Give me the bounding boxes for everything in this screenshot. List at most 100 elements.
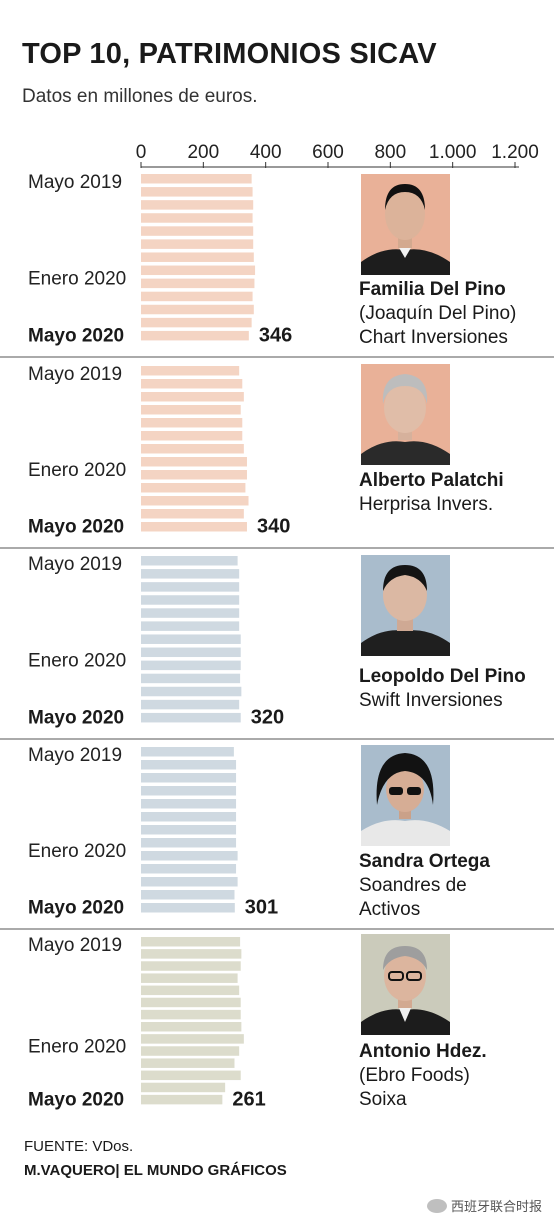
month-label: Enero 2020 [28,841,126,862]
bar-value-label: 340 [257,516,290,538]
bar [141,1082,226,1093]
bar [141,760,237,770]
bar [141,1022,242,1032]
month-label: Mayo 2019 [28,935,122,956]
bar [141,660,241,671]
person-detail: (Joaquín Del Pino) [359,303,517,324]
bar [141,522,247,532]
person-name: Leopoldo Del Pino [359,666,526,687]
bar [141,712,241,723]
chart-title: TOP 10, PATRIMONIOS SICAV [22,38,437,70]
person-label-2: Alberto Palatchi Herprisa Invers. [359,469,504,517]
x-tick-label: 800 [374,142,406,163]
person-detail: Herprisa Invers. [359,494,494,515]
bar [141,608,240,618]
month-label: Mayo 2019 [28,172,122,193]
bar [141,864,237,874]
bar [141,799,237,809]
bar [141,200,254,210]
bar [141,773,237,783]
bar [141,187,253,197]
month-label: Enero 2020 [28,651,126,672]
watermark-text: 西班牙联合时报 [450,1199,542,1214]
bar [141,1046,240,1056]
person-detail: Activos [359,899,421,920]
bar [141,1058,235,1068]
bar [141,174,252,184]
bar-value-label: 320 [251,706,284,728]
bar [141,470,247,480]
bar [141,496,249,506]
month-label: Enero 2020 [28,460,126,481]
bar [141,379,243,389]
bar [141,582,240,592]
bar [141,291,253,302]
bar [141,304,254,315]
credit-note: M.VAQUERO| EL MUNDO GRÁFICOS [24,1162,287,1179]
bar [141,985,240,996]
bar [141,595,240,605]
bar [141,686,242,697]
person-detail: Swift Inversiones [359,690,503,711]
month-label: Mayo 2020 [28,517,124,538]
bar [141,213,253,223]
person-name: Sandra Ortega [359,851,490,872]
bar [141,903,235,913]
bar [141,997,241,1008]
bar-value-label: 261 [232,1088,265,1110]
x-tick-label: 600 [312,142,344,163]
month-label: Mayo 2019 [28,364,122,385]
x-tick-label: 0 [136,142,147,163]
bar [141,457,247,467]
bar-value-label: 346 [259,324,292,346]
month-label: Enero 2020 [28,269,126,290]
bar [141,747,234,757]
source-note: FUENTE: VDos. [24,1138,134,1155]
bar [141,278,255,289]
portrait-photo-4 [361,745,450,846]
bar [141,634,241,644]
person-label-4: Sandra Ortega Soandres de Activos [359,850,490,922]
month-label: Mayo 2020 [28,1089,124,1110]
person-detail: Soixa [359,1089,407,1110]
bar [141,699,240,710]
bar [141,366,240,376]
bar [141,825,237,835]
bar [141,1094,223,1105]
bar [141,483,246,493]
month-label: Enero 2020 [28,1036,126,1057]
month-label: Mayo 2019 [28,745,122,766]
bar [141,961,241,971]
bar [141,621,240,631]
person-label-5: Antonio Hdez. (Ebro Foods) Soixa [359,1040,487,1112]
bar [141,405,241,415]
portrait-photo-2 [361,364,450,465]
bar [141,509,244,519]
bar [141,1034,244,1044]
person-detail: (Ebro Foods) [359,1065,470,1086]
bar [141,392,244,402]
portrait-photo-3 [361,555,450,656]
bar [141,973,238,983]
x-tick-label: 1.200 [491,142,539,163]
watermark: 西班牙联合时报 [426,1196,542,1215]
person-detail: Chart Inversiones [359,327,508,348]
person-name: Familia Del Pino [359,279,506,300]
portrait-photo-1 [361,174,450,275]
bar [141,786,237,796]
bar [141,444,244,454]
bar [141,877,238,887]
bar [141,418,243,428]
portrait-photo-5 [361,934,450,1035]
month-label: Mayo 2019 [28,554,122,575]
bar [141,265,256,276]
person-name: Alberto Palatchi [359,470,504,491]
bar [141,330,249,341]
bar [141,949,242,959]
bar [141,252,254,262]
bar [141,226,254,236]
person-label-1: Familia Del Pino (Joaquín Del Pino) Char… [359,278,516,350]
bar-value-label: 301 [245,897,278,919]
month-label: Mayo 2020 [28,707,124,728]
person-detail: Soandres de [359,875,467,896]
